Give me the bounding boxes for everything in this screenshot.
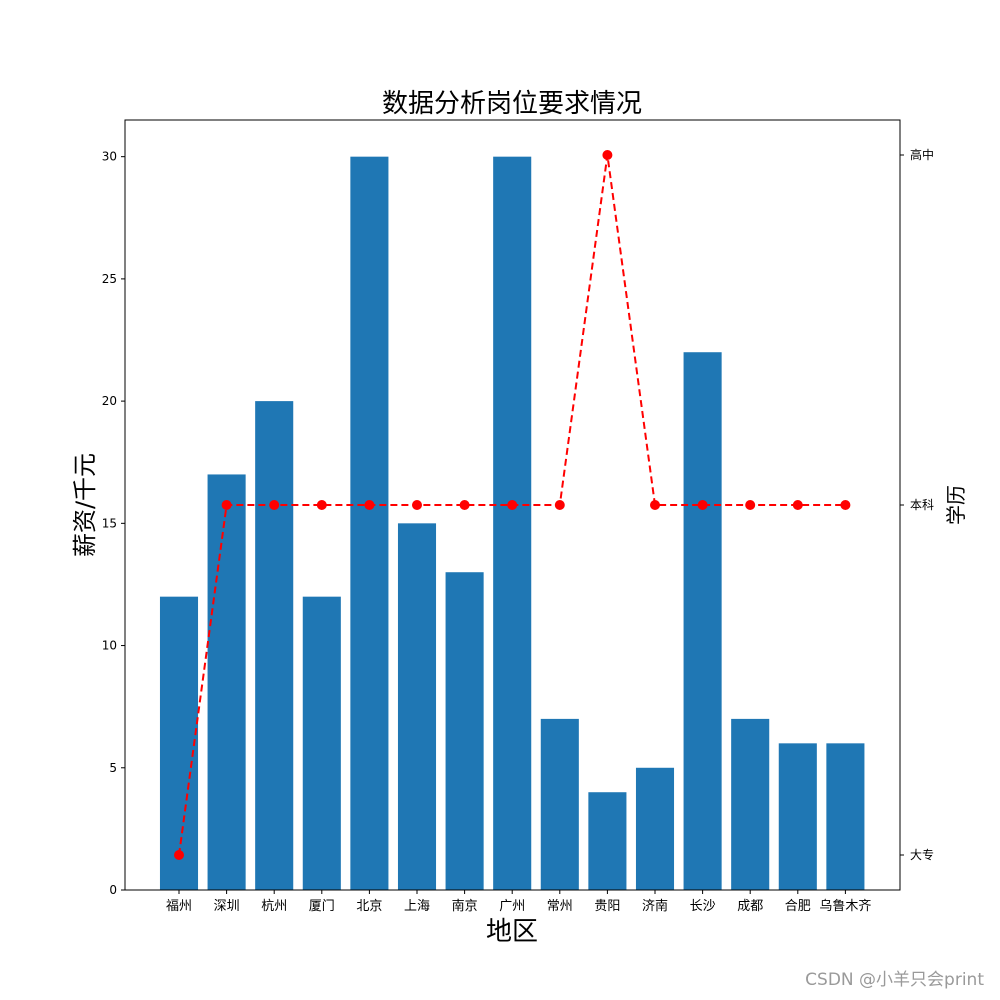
education-point-成都 [745,500,756,510]
y-tick-label: 15 [102,516,117,530]
y-tick-label: 25 [102,272,117,286]
y2-tick-label: 大专 [910,847,934,862]
bar-深圳 [207,474,246,890]
x-tick-label: 南京 [452,898,478,914]
x-tick-label: 乌鲁木齐 [819,898,871,914]
education-point-深圳 [221,500,232,510]
education-point-济南 [650,500,660,510]
y-axis-ticks: 0 5 10 15 20 25 30 [102,150,125,897]
x-tick-label: 成都 [737,899,763,914]
education-point-乌鲁木齐 [840,500,851,510]
bar-合肥 [778,743,817,890]
bar-福州 [159,596,199,890]
education-point-常州 [554,500,565,510]
education-point-厦门 [316,500,327,510]
bar-南京 [445,572,484,890]
line-group [174,150,851,860]
x-tick-label: 常州 [547,899,573,914]
bar-常州 [540,718,579,890]
x-tick-label: 深圳 [214,899,240,914]
x-tick-label: 贵阳 [594,899,620,914]
bar-成都 [731,718,770,890]
chart-title: 数据分析岗位要求情况 [382,89,642,119]
bar-济南 [635,767,675,890]
x-axis-label: 地区 [486,917,538,947]
bar-厦门 [302,596,341,890]
y-tick-label: 30 [102,150,117,164]
education-point-南京 [459,500,470,510]
education-point-长沙 [697,500,708,510]
y-tick-label: 10 [102,639,117,653]
education-point-杭州 [269,500,280,510]
education-point-上海 [412,500,422,510]
bar-上海 [397,523,437,890]
y-tick-label: 0 [109,883,117,897]
y2-axis-label: 学历 [944,485,968,525]
y-tick-label: 20 [102,394,117,408]
education-point-贵阳 [602,150,613,160]
x-tick-label: 广州 [499,899,525,914]
y-axis-label: 薪资/千元 [71,453,99,557]
x-tick-label: 长沙 [690,899,716,914]
y2-tick-label: 本科 [910,498,934,512]
x-tick-label: 北京 [356,899,382,914]
bar-杭州 [255,401,294,890]
x-tick-label: 济南 [642,898,668,914]
education-point-北京 [364,500,375,510]
bars-group [159,156,865,890]
bar-贵阳 [588,792,627,890]
x-tick-label: 合肥 [785,899,811,914]
y2-tick-label: 高中 [910,147,934,162]
y-tick-label: 5 [109,761,117,775]
education-point-合肥 [792,500,803,510]
x-axis-ticks: 福州 深圳 杭州 厦门 北京 上海 南京 广州 常州 贵阳 济南 长沙 成都 合肥 乌鲁木齐 [166,890,871,914]
education-point-广州 [507,500,518,510]
x-tick-label: 厦门 [309,899,335,914]
x-tick-label: 福州 [166,899,192,914]
bar-乌鲁木齐 [826,743,865,890]
x-tick-label: 杭州 [261,899,287,914]
education-point-福州 [174,850,184,860]
x-tick-label: 上海 [404,899,430,914]
bar-北京 [350,156,389,890]
watermark: CSDN @小羊只会print [805,970,984,990]
bar-长沙 [683,352,722,890]
bar-广州 [493,156,532,890]
